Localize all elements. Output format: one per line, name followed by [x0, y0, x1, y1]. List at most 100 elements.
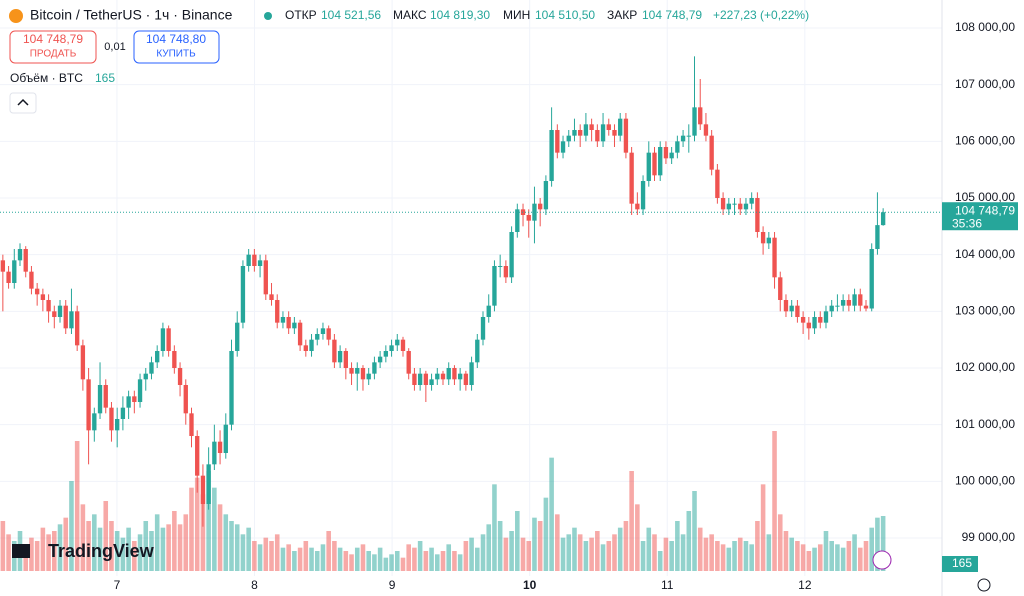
volume-bar	[743, 541, 749, 571]
candle-body	[74, 311, 80, 346]
high-label: МАКС	[393, 8, 427, 22]
candle-body	[115, 419, 120, 431]
candle-body	[595, 129, 600, 142]
volume-value: 165	[95, 71, 115, 85]
candle-body	[172, 350, 177, 368]
candle-body	[337, 350, 343, 363]
volume-bar	[457, 554, 463, 571]
volume-bar	[635, 504, 640, 571]
candle-body	[395, 339, 400, 346]
candle-body	[686, 135, 691, 137]
volume-bar	[217, 504, 223, 571]
coin-icon	[9, 9, 23, 23]
volume-bar	[429, 547, 434, 571]
candle-body	[143, 373, 148, 380]
volume-bar	[726, 547, 732, 571]
x-tick-label: 9	[389, 578, 396, 592]
candle-body	[280, 316, 286, 323]
volume-bar	[320, 544, 326, 571]
candle-body	[275, 299, 280, 323]
volume-bar	[755, 521, 760, 571]
candle-body	[675, 141, 680, 153]
candle-body	[612, 129, 617, 136]
volume-bar	[492, 484, 497, 571]
buy-text: КУПИТЬ	[156, 49, 196, 60]
alert-icon[interactable]	[872, 550, 892, 570]
open-value: 104 521,56	[321, 8, 381, 22]
volume-bar	[252, 541, 257, 571]
volume-bar	[46, 534, 51, 571]
volume-title: Объём · BTC	[10, 71, 83, 85]
candle-body	[749, 197, 754, 204]
volume-bar	[223, 514, 229, 571]
candle-body	[835, 305, 840, 307]
candle-body	[823, 311, 829, 323]
volume-bar	[835, 544, 840, 571]
candle-body	[772, 237, 777, 278]
candle-body	[812, 316, 817, 329]
volume-bar	[852, 534, 857, 571]
volume-bar	[497, 521, 503, 571]
candle-body	[858, 294, 863, 306]
candle-body	[818, 316, 823, 323]
volume-bar	[703, 537, 709, 571]
sell-button[interactable]	[9, 30, 97, 64]
volume-bar	[132, 541, 137, 571]
volume-bar	[846, 541, 852, 571]
volume-bar	[772, 431, 777, 571]
volume-bar	[160, 527, 166, 571]
volume-bar	[314, 551, 320, 571]
x-tick-label: 11	[661, 578, 674, 592]
candle-body	[840, 299, 846, 306]
candle-body	[412, 373, 417, 385]
close-value: 104 748,79	[642, 8, 702, 22]
volume-bar	[555, 514, 560, 571]
volume-bar	[566, 534, 572, 571]
settings-icon[interactable]	[977, 578, 991, 592]
volume-bar	[657, 551, 663, 571]
candle-body	[34, 288, 40, 295]
candle-body	[583, 124, 589, 136]
candle-body	[480, 316, 486, 340]
candle-body	[492, 265, 497, 306]
candle-body	[309, 339, 314, 351]
volume-bar	[229, 521, 234, 571]
candle-body	[383, 350, 389, 357]
candle-body	[217, 441, 223, 454]
volume-bar	[194, 477, 200, 571]
candle-body	[223, 424, 228, 454]
volume-bar	[675, 521, 680, 571]
volume-bar	[143, 521, 149, 571]
candle-body	[789, 305, 794, 312]
candle-body	[680, 135, 686, 142]
collapse-button[interactable]	[9, 92, 37, 114]
volume-bar	[880, 516, 886, 571]
volume-bar	[652, 534, 657, 571]
volume-bar	[417, 541, 423, 571]
volume-bar	[52, 531, 57, 571]
volume-bar	[74, 441, 80, 571]
candle-body	[120, 407, 126, 420]
volume-bar	[486, 524, 492, 571]
candle-body	[475, 339, 480, 363]
low-label: МИН	[503, 8, 530, 22]
volume-bar	[463, 541, 469, 571]
price-tag-text: 104 748,79	[955, 203, 1015, 217]
volume-bar	[69, 481, 74, 571]
candle-body	[652, 152, 657, 176]
candle-body	[109, 407, 114, 431]
volume-bar	[829, 541, 834, 571]
y-tick-label: 103 000,00	[955, 304, 1015, 318]
candle-body	[23, 248, 28, 272]
volume-bar	[286, 544, 291, 571]
candle-body	[846, 299, 852, 306]
volume-bar	[366, 551, 371, 571]
buy-button[interactable]	[133, 30, 220, 64]
volume-bar	[383, 557, 389, 571]
volume-bar	[537, 521, 543, 571]
volume-bar	[360, 544, 366, 571]
candle-body	[875, 225, 880, 249]
y-tick-label: 102 000,00	[955, 360, 1015, 374]
candle-body	[92, 413, 97, 431]
candle-body	[726, 203, 731, 210]
